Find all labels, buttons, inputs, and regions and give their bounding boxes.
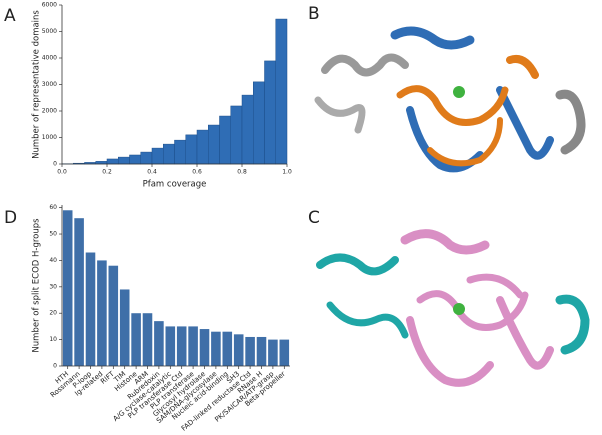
x-tick-label: 0.6 (192, 169, 202, 176)
y-tick-label: 20 (49, 310, 57, 317)
histogram-bar (241, 94, 254, 165)
histogram-bar (174, 139, 186, 165)
histogram-bar (129, 154, 141, 165)
y-tick-label: 60 (49, 204, 57, 211)
panel-label: C (308, 208, 320, 228)
bar (199, 329, 210, 366)
histogram-bar (275, 18, 288, 165)
histogram-bar (106, 158, 119, 165)
histogram-bar (185, 134, 198, 165)
bar (62, 210, 73, 366)
histogram-bar (253, 81, 265, 165)
panel-label: B (308, 4, 320, 24)
bar (256, 336, 267, 366)
y-tick-label: 50 (49, 231, 57, 238)
bar (188, 326, 198, 366)
histogram-bar (230, 105, 243, 165)
bar (245, 336, 255, 366)
bar (233, 334, 244, 366)
y-tick-label: 0 (53, 363, 57, 370)
histogram-bar (219, 115, 231, 165)
y-tick-label: 40 (49, 257, 57, 264)
histogram-bar (196, 129, 209, 165)
y-tick-label: 4000 (42, 55, 57, 62)
x-tick-label: 1.0 (282, 169, 292, 176)
histogram-bar (140, 151, 153, 165)
bar (119, 289, 130, 366)
histogram-bar (163, 143, 175, 165)
histogram-bar (208, 124, 220, 165)
bar (142, 313, 153, 366)
bar (85, 252, 96, 366)
bar (222, 331, 233, 366)
y-tick-label: 5000 (42, 28, 57, 35)
protein-structure-b (314, 26, 586, 173)
x-axis-label: Pfam coverage (143, 180, 207, 190)
y-tick-label: 10 (49, 336, 57, 343)
bar (165, 326, 176, 366)
panel-label: A (4, 6, 16, 26)
panel-label: D (4, 208, 17, 228)
bar (74, 218, 84, 366)
y-axis-label: Number of representative domains (32, 10, 42, 159)
bar (268, 339, 278, 366)
bar (131, 313, 141, 366)
x-tick-label: 0.2 (102, 169, 112, 176)
bar (176, 326, 187, 366)
histogram-bar (264, 60, 276, 165)
y-tick-label: 30 (49, 283, 57, 290)
y-tick-label: 2000 (42, 108, 57, 115)
bar (97, 260, 107, 366)
histogram-bar (151, 147, 164, 165)
bar (108, 265, 119, 366)
histogram-bar (118, 156, 130, 165)
protein-structure-c (316, 229, 590, 387)
x-tick-label: 0.0 (57, 169, 67, 176)
y-tick-label: 6000 (42, 2, 57, 9)
y-tick-label: 3000 (42, 81, 57, 88)
y-tick-label: 0 (53, 161, 57, 168)
bar (211, 331, 221, 366)
x-tick-label: 0.4 (147, 169, 157, 176)
y-tick-label: 1000 (42, 134, 57, 141)
x-tick-label: 0.8 (237, 169, 247, 176)
bar (279, 339, 290, 366)
bar (154, 321, 164, 366)
y-axis-label: Number of split ECOD H-groups (32, 218, 42, 353)
